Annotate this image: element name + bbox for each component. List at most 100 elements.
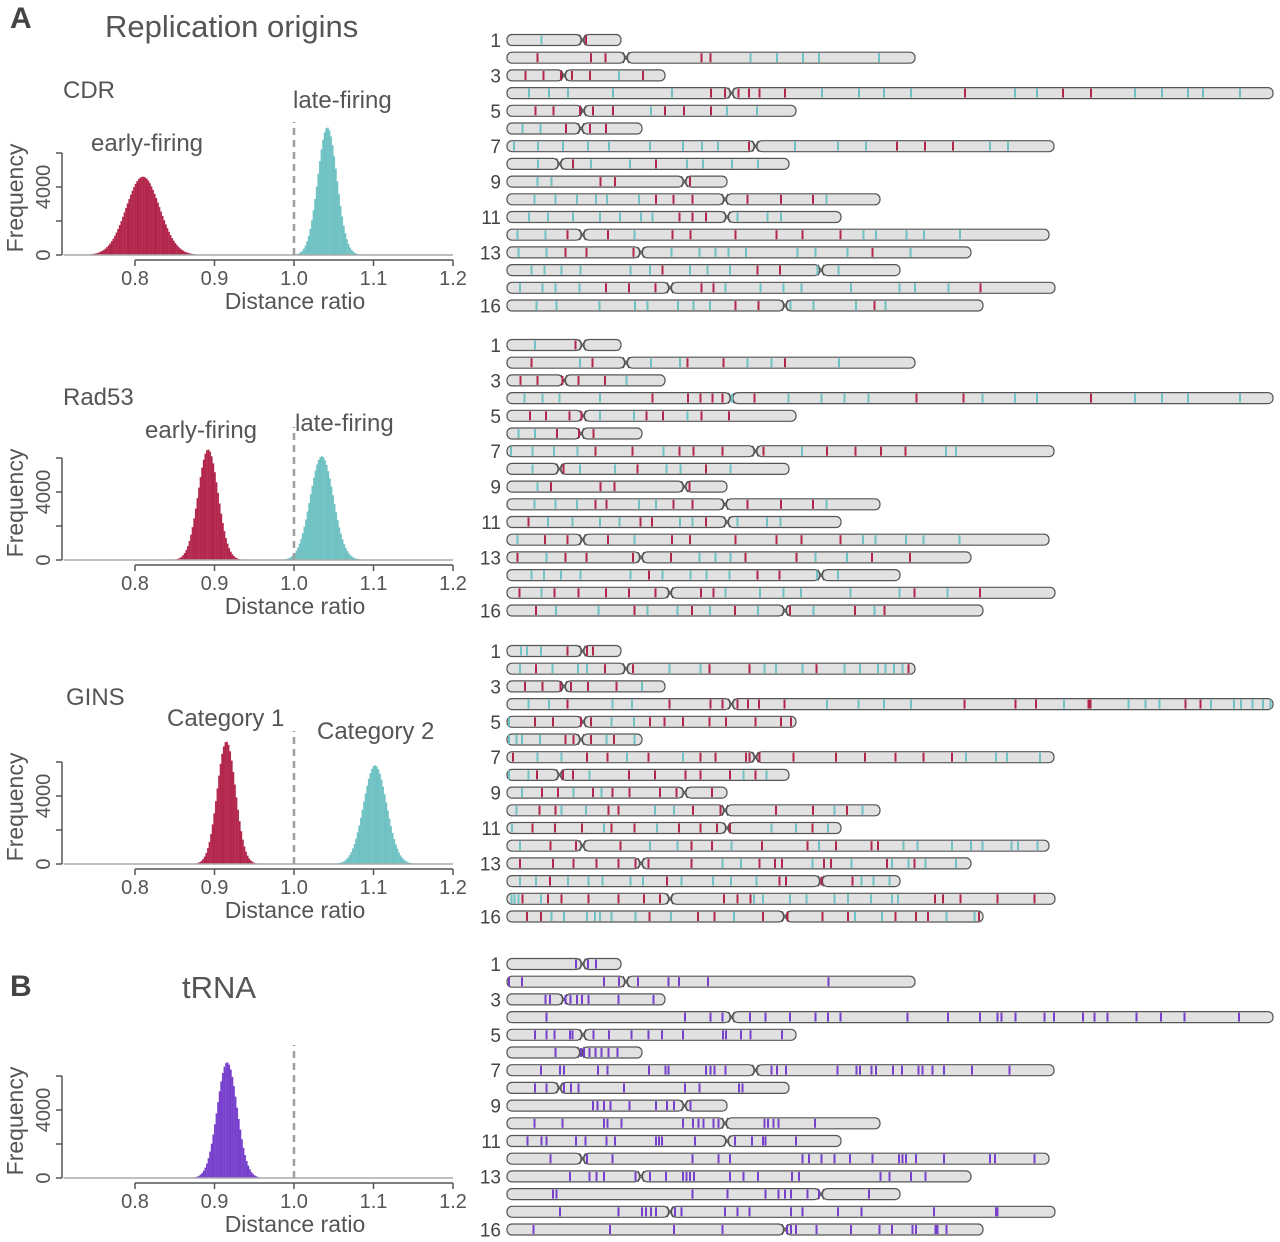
histogram-bar (300, 538, 303, 561)
chromosome-arm (725, 1117, 881, 1130)
histogram-bar (239, 1129, 242, 1179)
centromere (556, 463, 563, 475)
histogram-bar (325, 128, 328, 256)
chromosome-arm (732, 392, 1274, 405)
histogram-bar (347, 857, 350, 865)
chromosome-number: 3 (490, 371, 501, 392)
chromosome-4 (506, 1010, 1274, 1024)
histogram-bar (344, 233, 347, 256)
histogram-bar (229, 551, 232, 561)
x-tick-label: 1.0 (280, 877, 308, 899)
histogram-bar (336, 520, 339, 561)
chromosome-arm (583, 533, 1050, 546)
centromere (728, 87, 735, 99)
chromosome-arm (727, 1134, 842, 1148)
chromosome-arm (506, 1099, 684, 1112)
histogram-bar (228, 1064, 231, 1179)
histogram-bar (322, 139, 325, 256)
histogram-bar (230, 760, 233, 865)
chromosome-arm (564, 680, 666, 693)
chromosome-1: 1 (490, 955, 622, 976)
histogram-bar (169, 235, 172, 256)
y-tick-label: 0 (33, 1172, 55, 1183)
chromosome-13: 13 (480, 243, 972, 264)
centromere (666, 893, 674, 905)
chromosome-number: 1 (490, 336, 501, 357)
chromosome-arm (506, 104, 583, 117)
chromosome-arm (506, 157, 559, 170)
histogram-bar (304, 245, 307, 256)
histogram-bar (126, 203, 129, 256)
histogram-bar (183, 553, 186, 561)
centromere (637, 551, 645, 564)
histogram-bar (340, 533, 342, 561)
chromosome-5: 5 (490, 713, 797, 734)
chromosome-arm (583, 1028, 797, 1041)
histogram-bar (325, 464, 328, 561)
histogram-bar (244, 1154, 247, 1179)
histogram-bar (229, 751, 232, 865)
chromosome-10 (506, 1117, 881, 1130)
histogram-bar (342, 225, 345, 256)
histogram-bar (236, 1107, 239, 1179)
histogram-bar (399, 855, 402, 865)
histogram-bar (356, 832, 359, 865)
histogram-bar (109, 243, 112, 256)
centromere (579, 34, 586, 46)
chromosome-arm (725, 193, 881, 206)
histogram-bar (180, 249, 183, 256)
centromere (556, 1082, 563, 1094)
chromosome-number: 13 (480, 243, 501, 264)
histogram-bar (309, 228, 312, 256)
chromosome-arm (727, 210, 842, 224)
x-tick-label: 1.0 (280, 573, 308, 595)
centromere (752, 445, 759, 457)
chromosome-arm (821, 1187, 901, 1201)
centromere (556, 158, 563, 170)
chromosome-arm (506, 1205, 670, 1218)
histogram-bar (177, 246, 180, 256)
chromosome-arm (685, 175, 728, 188)
histogram-bar (158, 206, 161, 256)
chromosome-arm (506, 193, 725, 206)
chromosome-arm (685, 1099, 728, 1112)
histogram-bar (401, 857, 404, 865)
chromosome-number: 5 (490, 713, 501, 734)
panel-label-a: A (10, 2, 32, 35)
chromosome-15 (506, 586, 1056, 599)
histogram-bar (218, 503, 221, 561)
chromosome-9: 9 (490, 478, 728, 499)
chromosome-2 (506, 356, 916, 369)
histogram-bar (112, 238, 115, 256)
chromosome-number: 7 (490, 1061, 501, 1082)
centromere (681, 175, 688, 188)
histogram-bar (117, 228, 120, 256)
chromosome-arm (581, 427, 643, 440)
x-tick-label: 1.2 (439, 877, 467, 899)
histogram-bar (349, 247, 352, 256)
histogram-bar (330, 136, 332, 256)
chromosome-number: 16 (480, 908, 501, 929)
histogram-bar (391, 832, 394, 865)
centromere (752, 1064, 759, 1076)
histogram-bar (398, 852, 400, 865)
histogram-bar (366, 785, 369, 865)
centromere (579, 339, 586, 351)
x-tick-label: 0.8 (121, 877, 149, 899)
histogram-bar (228, 548, 231, 561)
chromosome-1: 1 (490, 336, 622, 357)
panel-a-title: Replication origins (105, 9, 358, 44)
chromosome-arm (506, 86, 731, 100)
centromere (723, 516, 731, 528)
chromosome-12 (506, 1152, 1050, 1165)
histogram-bar (215, 1113, 218, 1179)
histogram-bar (153, 193, 156, 256)
histogram-bar (148, 183, 151, 256)
panel-b-title: tRNA (182, 970, 256, 1005)
x-axis-label: Distance ratio (225, 288, 366, 314)
histogram-bar (312, 210, 315, 256)
histogram-bar (212, 463, 215, 561)
chromosome-arm (725, 804, 881, 817)
histogram-bar (242, 1147, 245, 1179)
